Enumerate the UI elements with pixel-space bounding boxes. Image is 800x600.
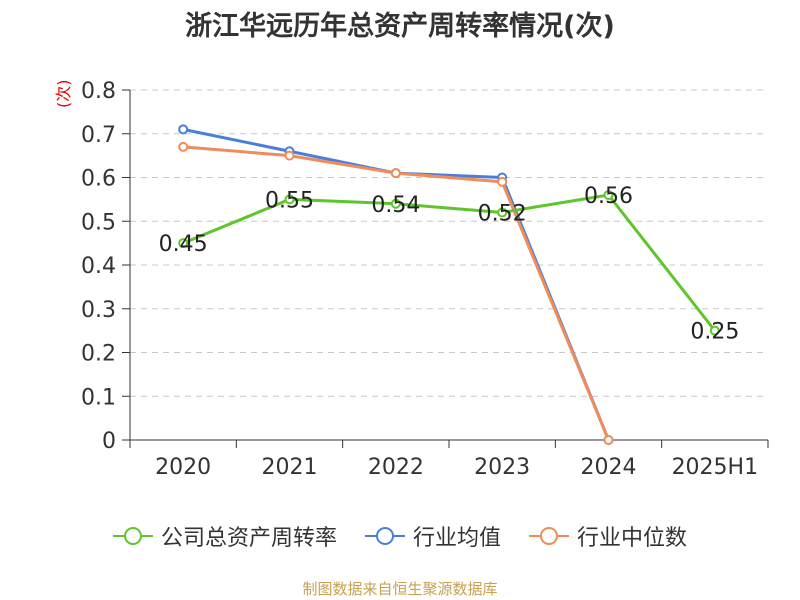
data-point [390, 198, 401, 209]
data-label: 0.54 [371, 193, 420, 218]
data-point [497, 176, 508, 187]
data-point [497, 207, 508, 218]
data-label: 0.55 [265, 188, 314, 213]
data-point [603, 435, 614, 445]
y-tick-label: 0.4 [81, 254, 116, 279]
x-tick-label: 2022 [368, 455, 424, 480]
data-point [178, 141, 189, 152]
y-tick-label: 0.2 [81, 342, 116, 367]
x-tick-label: 2024 [581, 455, 637, 480]
legend-marker-industry-median-icon [529, 527, 569, 545]
legend-item-industry-median[interactable]: 行业中位数 [529, 520, 687, 552]
legend-item-company[interactable]: 公司总资产周转率 [112, 520, 337, 552]
legend-marker-company-icon [112, 527, 153, 545]
legend-label-industry-mean: 行业均值 [412, 526, 501, 551]
x-tick-label: 2021 [262, 455, 318, 480]
y-tick-label: 0.5 [81, 210, 116, 235]
data-point [390, 168, 401, 179]
data-source-note: 制图数据来自恒生聚源数据库 [302, 580, 498, 598]
chart-title: 浙江华远历年总资产周转率情况(次) [185, 11, 615, 42]
data-point [284, 150, 295, 161]
data-label: 0.52 [478, 202, 527, 227]
data-point [284, 194, 295, 205]
y-tick-label: 0.6 [81, 167, 116, 192]
y-tick-label: 0.3 [81, 298, 116, 323]
legend-item-industry-mean[interactable]: 行业均值 [364, 520, 501, 552]
y-tick-label: 0.1 [81, 385, 116, 410]
data-point [178, 238, 189, 249]
y-tick-label: 0.7 [81, 123, 116, 148]
data-label: 0.25 [690, 320, 739, 345]
x-tick-label: 2020 [155, 455, 211, 480]
data-point [603, 190, 614, 200]
data-label: 0.45 [159, 232, 208, 257]
series-line [182, 193, 717, 332]
data-point [709, 325, 720, 336]
legend-label-company: 公司总资产周转率 [160, 526, 337, 551]
y-tick-label: 0 [102, 429, 116, 454]
data-label: 0.56 [584, 184, 633, 209]
x-tick-label: 2023 [474, 455, 530, 480]
legend-label-industry-median: 行业中位数 [577, 526, 688, 551]
data-point [178, 124, 189, 135]
x-tick-label: 2025H1 [672, 455, 759, 480]
legend-marker-industry-mean-icon [364, 527, 405, 545]
legend: 公司总资产周转率 行业均值 行业中位数 [0, 520, 800, 552]
y-tick-label: 0.8 [81, 79, 116, 104]
